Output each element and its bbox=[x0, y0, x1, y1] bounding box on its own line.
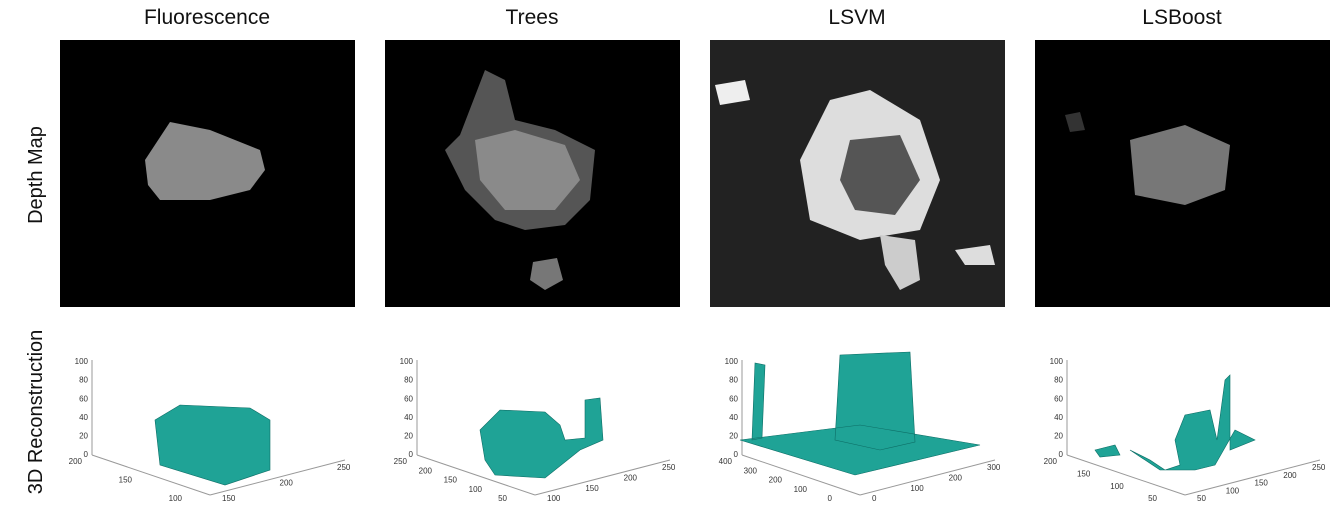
z-tick-label: 80 bbox=[729, 376, 738, 385]
y-tick-label: 250 bbox=[394, 457, 408, 466]
x-tick-label: 150 bbox=[1255, 479, 1269, 488]
y-tick-label: 150 bbox=[119, 476, 133, 485]
x-tick-label: 300 bbox=[987, 463, 1001, 472]
x-tick-label: 100 bbox=[910, 484, 924, 493]
z-tick-label: 20 bbox=[729, 432, 738, 441]
y-tick-label: 100 bbox=[469, 485, 483, 494]
x-tick-label: 100 bbox=[1226, 486, 1240, 495]
x-tick-label: 150 bbox=[585, 484, 599, 493]
y-tick-label: 200 bbox=[1044, 457, 1058, 466]
y-tick-label: 200 bbox=[769, 476, 783, 485]
x-tick-label: 200 bbox=[949, 473, 963, 482]
column-title: LSBoost bbox=[1142, 6, 1222, 29]
page: Depth Map 3D Reconstruction Fluorescence… bbox=[0, 0, 1332, 505]
z-tick-label: 80 bbox=[79, 376, 88, 385]
z-tick-label: 100 bbox=[725, 357, 739, 366]
z-tick-label: 40 bbox=[404, 413, 413, 422]
y-tick-label: 150 bbox=[1077, 469, 1091, 478]
x-tick-label: 250 bbox=[337, 463, 351, 472]
figure: Depth Map 3D Reconstruction Fluorescence… bbox=[0, 0, 1332, 505]
z-tick-label: 0 bbox=[734, 450, 739, 459]
x-tick-label: 150 bbox=[222, 494, 236, 503]
x-tick-label: 0 bbox=[872, 494, 877, 503]
z-tick-label: 20 bbox=[404, 432, 413, 441]
x-tick-label: 250 bbox=[1312, 463, 1326, 472]
z-tick-label: 80 bbox=[1054, 376, 1063, 385]
x-tick-label: 200 bbox=[624, 473, 638, 482]
column-title: LSVM bbox=[828, 6, 885, 29]
x-tick-label: 100 bbox=[547, 494, 561, 503]
y-tick-label: 150 bbox=[444, 476, 458, 485]
z-tick-label: 60 bbox=[79, 394, 88, 403]
column-title: Fluorescence bbox=[144, 6, 270, 29]
z-tick-label: 100 bbox=[400, 357, 414, 366]
row-label: Depth Map bbox=[25, 126, 47, 224]
y-tick-label: 100 bbox=[169, 494, 183, 503]
y-tick-label: 400 bbox=[719, 457, 733, 466]
z-tick-label: 60 bbox=[729, 394, 738, 403]
y-tick-label: 100 bbox=[1110, 482, 1124, 491]
z-tick-label: 20 bbox=[1054, 432, 1063, 441]
z-tick-label: 60 bbox=[404, 394, 413, 403]
row-label: 3D Reconstruction bbox=[25, 330, 47, 495]
z-tick-label: 0 bbox=[409, 450, 414, 459]
z-tick-label: 0 bbox=[84, 450, 89, 459]
z-tick-label: 40 bbox=[729, 413, 738, 422]
y-tick-label: 200 bbox=[419, 466, 433, 475]
x-tick-label: 200 bbox=[1283, 471, 1297, 480]
x-tick-label: 250 bbox=[662, 463, 676, 472]
z-tick-label: 100 bbox=[1050, 357, 1064, 366]
y-tick-label: 300 bbox=[744, 466, 758, 475]
y-tick-label: 50 bbox=[1148, 494, 1157, 503]
y-tick-label: 0 bbox=[828, 494, 833, 503]
x-tick-label: 50 bbox=[1197, 494, 1206, 503]
z-tick-label: 20 bbox=[79, 432, 88, 441]
y-tick-label: 100 bbox=[794, 485, 808, 494]
z-tick-label: 60 bbox=[1054, 394, 1063, 403]
z-tick-label: 80 bbox=[404, 376, 413, 385]
z-tick-label: 0 bbox=[1059, 450, 1064, 459]
column-title: Trees bbox=[506, 6, 559, 29]
z-tick-label: 40 bbox=[79, 413, 88, 422]
y-tick-label: 50 bbox=[498, 494, 507, 503]
z-tick-label: 40 bbox=[1054, 413, 1063, 422]
y-tick-label: 200 bbox=[69, 457, 83, 466]
z-tick-label: 100 bbox=[75, 357, 89, 366]
x-tick-label: 200 bbox=[280, 479, 294, 488]
